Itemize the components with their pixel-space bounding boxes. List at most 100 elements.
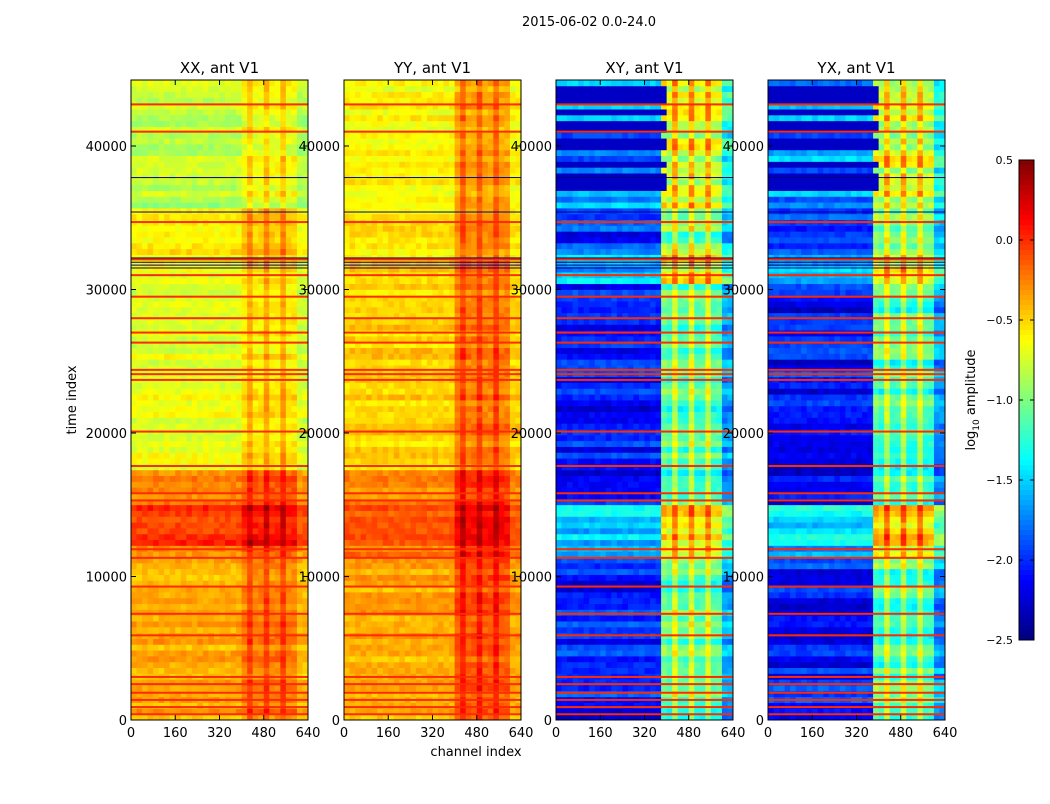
heatmap-cell — [208, 353, 214, 359]
heatmap-cell — [253, 161, 259, 167]
heatmap-cell — [405, 639, 411, 645]
heatmap-cell — [275, 144, 281, 150]
heatmap-cell — [291, 86, 297, 92]
heatmap-cell — [186, 359, 192, 365]
heatmap-cell — [181, 569, 187, 575]
heatmap-cell — [269, 481, 275, 487]
heatmap-cell — [471, 598, 477, 604]
heatmap-cell — [466, 534, 472, 540]
heatmap-cell — [236, 289, 242, 295]
heatmap-cell — [421, 551, 427, 557]
heatmap-cell — [131, 563, 137, 569]
heatmap-cell — [366, 563, 372, 569]
heatmap-cell — [388, 627, 394, 633]
heatmap-cell — [416, 476, 422, 482]
heatmap-cell — [253, 109, 259, 115]
heatmap-cell — [175, 202, 181, 208]
heatmap-cell — [170, 516, 176, 522]
heatmap-cell — [164, 307, 170, 313]
heatmap-cell — [477, 551, 483, 557]
heatmap-cell — [192, 324, 198, 330]
heatmap-cell — [286, 173, 292, 179]
heatmap-cell — [449, 627, 455, 633]
heatmap-cell — [242, 551, 248, 557]
heatmap-cell — [208, 406, 214, 412]
heatmap-cell — [344, 458, 350, 464]
heatmap-cell — [142, 132, 148, 138]
dark-line — [131, 257, 308, 258]
heatmap-cell — [258, 464, 264, 470]
heatmap-cell — [297, 324, 303, 330]
heatmap-cell — [231, 569, 237, 575]
heatmap-cell — [186, 528, 192, 534]
heatmap-cell — [455, 476, 461, 482]
heatmap-cell — [269, 284, 275, 290]
heatmap-cell — [137, 202, 143, 208]
heatmap-cell — [175, 592, 181, 598]
heatmap-cell — [170, 243, 176, 249]
heatmap-cell — [131, 551, 137, 557]
heatmap-cell — [214, 191, 220, 197]
heatmap-cell — [225, 225, 231, 231]
heatmap-cell — [297, 173, 303, 179]
heatmap-cell — [153, 575, 159, 581]
heatmap-cell — [148, 225, 154, 231]
heatmap-cell — [433, 668, 439, 674]
heatmap-cell — [186, 121, 192, 127]
heatmap-cell — [164, 388, 170, 394]
heatmap-cell — [264, 260, 270, 266]
heatmap-cell — [148, 470, 154, 476]
heatmap-cell — [148, 406, 154, 412]
heatmap-cell — [372, 650, 378, 656]
heatmap-cell — [236, 109, 242, 115]
heatmap-cell — [264, 121, 270, 127]
heatmap-cell — [137, 156, 143, 162]
heatmap-cell — [203, 324, 209, 330]
heatmap-cell — [350, 470, 356, 476]
heatmap-cell — [291, 470, 297, 476]
heatmap-cell — [444, 644, 450, 650]
heatmap-cell — [192, 359, 198, 365]
heatmap-cell — [142, 458, 148, 464]
heatmap-cell — [394, 481, 400, 487]
heatmap-cell — [197, 458, 203, 464]
heatmap-cell — [372, 516, 378, 522]
heatmap-cell — [297, 516, 303, 522]
heatmap-cell — [242, 185, 248, 191]
heatmap-cell — [399, 662, 405, 668]
heatmap-cell — [186, 627, 192, 633]
heatmap-cell — [170, 534, 176, 540]
heatmap-cell — [153, 92, 159, 98]
heatmap-cell — [280, 400, 286, 406]
heatmap-cell — [366, 505, 372, 511]
heatmap-cell — [159, 249, 165, 255]
heatmap-cell — [208, 505, 214, 511]
heatmap-cell — [225, 406, 231, 412]
heatmap-cell — [242, 423, 248, 429]
heatmap-cell — [269, 621, 275, 627]
heatmap-cell — [460, 563, 466, 569]
heatmap-cell — [181, 167, 187, 173]
heatmap-cell — [438, 656, 444, 662]
heatmap-cell — [286, 639, 292, 645]
heatmap-cell — [499, 540, 505, 546]
heatmap-cell — [148, 202, 154, 208]
heatmap-cell — [148, 534, 154, 540]
heatmap-cell — [258, 156, 264, 162]
heatmap-cell — [220, 406, 226, 412]
heatmap-cell — [164, 202, 170, 208]
heatmap-cell — [186, 464, 192, 470]
heatmap-cell — [264, 639, 270, 645]
heatmap-cell — [383, 575, 389, 581]
heatmap-cell — [142, 289, 148, 295]
heatmap-cell — [186, 225, 192, 231]
heatmap-cell — [225, 423, 231, 429]
heatmap-cell — [253, 417, 259, 423]
heatmap-cell — [510, 615, 516, 621]
heatmap-cell — [208, 470, 214, 476]
heatmap-cell — [280, 185, 286, 191]
heatmap-cell — [208, 196, 214, 202]
heatmap-cell — [269, 458, 275, 464]
heatmap-cell — [236, 348, 242, 354]
heatmap-cell — [225, 173, 231, 179]
